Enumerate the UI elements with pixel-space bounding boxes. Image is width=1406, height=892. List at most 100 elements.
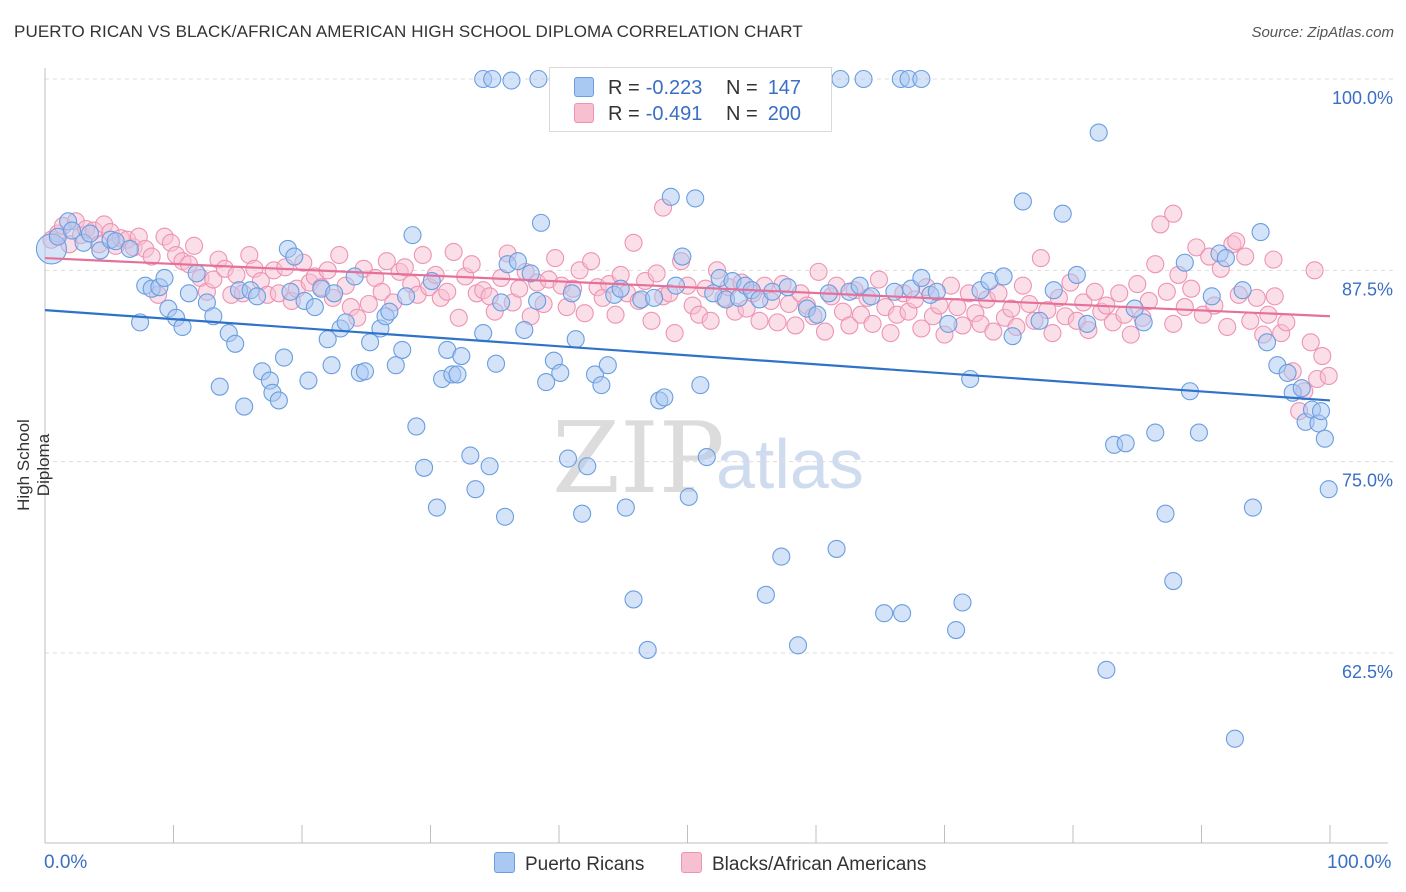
r-label: R = [608,77,640,99]
point-puerto-ricans [155,268,174,288]
point-puerto-ricans [638,640,657,659]
point-blacks [1157,282,1176,301]
point-puerto-ricans [598,356,617,375]
point-puerto-ricans [274,348,294,367]
point-puerto-ricans [386,356,405,375]
point-puerto-ricans [106,232,125,251]
point-blacks [575,304,594,323]
point-puerto-ricans [529,69,548,89]
point-puerto-ricans [927,282,946,301]
point-puerto-ricans [515,320,534,340]
point-puerto-ricans [407,417,426,436]
point-blacks [984,322,1003,341]
point-puerto-ricans [616,498,635,517]
source-label: Source: ZipAtlas.com [1251,24,1394,41]
point-puerto-ricans [1053,204,1072,223]
point-puerto-ricans [893,604,912,623]
point-blacks [869,270,889,289]
trend-line-blacks [44,256,1331,318]
point-blacks [1175,298,1194,317]
point-blacks [1277,313,1296,332]
point-puerto-ricans [953,593,972,612]
point-puerto-ricans [1044,281,1063,300]
legend-item-puerto-ricans[interactable]: Puerto Ricans [494,852,644,876]
point-puerto-ricans [495,507,515,526]
point-puerto-ricans [691,376,710,395]
point-blacks [1241,311,1260,330]
point-puerto-ricans [939,314,958,333]
point-puerto-ricans [875,604,894,623]
point-blacks [606,305,625,324]
point-puerto-ricans [281,282,300,301]
legend-swatch-pink [574,103,594,123]
point-puerto-ricans [1311,402,1331,421]
point-blacks [1043,324,1062,343]
point-blacks [227,265,246,284]
series-puerto-ricans-points [35,69,1338,748]
point-blacks [1305,261,1324,280]
point-puerto-ricans [661,187,680,206]
point-blacks [665,324,684,343]
stats-legend: R = -0.223 N = 147 R = -0.491 N = 200 [549,67,832,132]
point-puerto-ricans [1134,313,1153,332]
point-puerto-ricans [502,71,521,90]
point-puerto-ricans [831,69,850,89]
legend-swatch-blue [574,77,594,97]
point-puerto-ricans [655,388,674,407]
point-puerto-ricans [772,547,791,566]
point-puerto-ricans [1233,281,1252,300]
r-value: -0.491 [645,103,703,125]
point-puerto-ricans [994,267,1013,286]
point-puerto-ricans [592,376,611,395]
point-blacks [359,294,378,314]
point-puerto-ricans [336,313,355,332]
point-blacks [462,255,481,274]
n-label: N = [726,77,758,99]
point-blacks [1227,232,1246,251]
point-blacks [642,311,661,330]
n-value: 147 [767,77,802,99]
point-blacks [1247,288,1266,307]
point-puerto-ricans [62,221,82,240]
point-puerto-ricans [645,288,664,307]
point-puerto-ricans [483,69,502,89]
point-blacks [438,282,457,301]
point-blacks [809,262,828,281]
point-blacks [750,311,769,330]
point-puerto-ricans [210,377,229,396]
n-label: N = [726,103,758,125]
point-puerto-ricans [285,247,304,266]
point-puerto-ricans [686,189,705,208]
point-puerto-ricans [1202,287,1221,306]
point-puerto-ricans [427,498,446,517]
point-puerto-ricans [1156,504,1175,523]
point-puerto-ricans [611,279,630,298]
point-blacks [647,264,666,283]
point-puerto-ricans [578,457,597,476]
point-puerto-ricans [226,334,245,353]
point-puerto-ricans [1030,311,1049,330]
point-puerto-ricans [551,363,570,382]
watermark-atlas: atlas [716,425,864,503]
point-puerto-ricans [697,448,716,467]
point-puerto-ricans [961,369,980,389]
point-blacks [449,308,468,327]
point-blacks [1085,282,1104,301]
point-blacks [912,319,931,338]
legend-label: Blacks/African Americans [712,854,927,875]
point-puerto-ricans [1164,572,1183,591]
point-puerto-ricans [558,449,578,468]
series-legend: Puerto Ricans Blacks/African Americans [0,852,1406,876]
point-blacks [185,236,204,255]
legend-item-blacks[interactable]: Blacks/African Americans [681,852,926,876]
n-value: 200 [767,103,802,125]
point-puerto-ricans [521,264,540,283]
point-puerto-ricans [322,356,341,375]
point-puerto-ricans [415,458,434,477]
point-puerto-ricans [1292,379,1311,398]
point-puerto-ricans [537,373,556,392]
point-puerto-ricans [269,391,288,410]
y-axis-title: High School Diploma [14,419,53,511]
point-puerto-ricans [299,371,318,390]
